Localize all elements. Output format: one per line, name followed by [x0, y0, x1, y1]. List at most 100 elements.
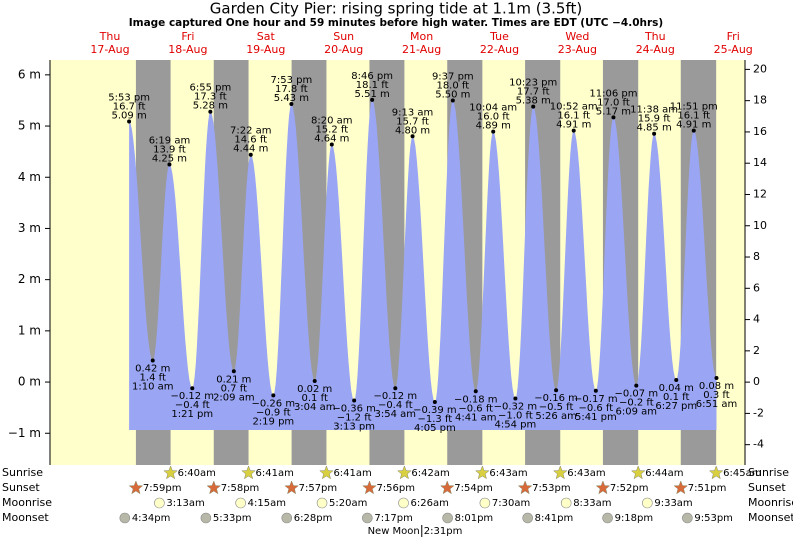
sun-icon: [128, 480, 144, 495]
tide-label: 4.25 m: [152, 153, 187, 164]
moon-icon: [398, 497, 409, 509]
y2-tick-label: -4: [753, 438, 764, 451]
row-label-right: Sunrise: [748, 466, 789, 479]
y-tick-label: −1 m: [8, 426, 41, 440]
tide-label: 5.09 m: [112, 110, 147, 121]
tide-label: 6:27 pm: [655, 401, 697, 412]
new-moon-label: New Moon: [368, 526, 420, 537]
tide-label: −1.0 ft: [498, 410, 533, 421]
y2-tick-label: 20: [753, 62, 767, 75]
moonrise-time: 5:20am: [329, 498, 367, 509]
tide-label: 0.1 ft: [663, 392, 689, 403]
moon-icon: [522, 512, 533, 524]
sunrise-time: 6:43am: [489, 468, 527, 479]
sunset-time: 7:51pm: [688, 483, 727, 494]
tide-point: [393, 386, 398, 391]
sunrise-time: 6:43am: [567, 468, 605, 479]
tide-label: 4:05 pm: [414, 423, 456, 434]
day-weekday: Thu: [99, 30, 121, 43]
moon-icon: [281, 512, 293, 524]
sun-icon: [241, 465, 256, 480]
tide-label: 16.1 ft: [677, 111, 710, 122]
sunset-time: 7:52pm: [610, 483, 649, 494]
sun-icon: [673, 480, 689, 495]
tide-point: [190, 386, 195, 391]
tide-point: [652, 131, 657, 136]
y2-tick-label: 10: [753, 219, 767, 232]
y-tick-label: 5 m: [18, 119, 41, 133]
sun-icon: [439, 480, 455, 495]
tide-label: 0.08 m: [699, 381, 734, 392]
y2-tick-label: 12: [753, 187, 767, 200]
tide-point: [248, 152, 253, 157]
tide-curve: [129, 99, 717, 431]
moonset-time: 6:28pm: [294, 513, 333, 524]
tide-label: 7:53 pm: [271, 75, 313, 86]
tide-point: [611, 115, 616, 120]
row-label-left: Moonset: [2, 511, 49, 524]
sun-icon: [595, 480, 611, 495]
tide-point: [593, 388, 598, 393]
y-tick-label: 3 m: [18, 221, 41, 235]
y2-tick-label: -2: [753, 406, 764, 419]
sunrise-time: 6:41am: [333, 468, 371, 479]
day-date: 17-Aug: [90, 43, 129, 56]
tide-label: 5.38 m: [516, 96, 551, 107]
day-weekday: Wed: [565, 30, 589, 43]
tide-label: 7:22 am: [230, 126, 272, 137]
sunrise-time: 6:40am: [178, 468, 216, 479]
tide-label: 10:04 am: [469, 103, 517, 114]
tide-point: [571, 128, 576, 133]
moonset-time: 8:41pm: [535, 513, 574, 524]
tide-label: 14.6 ft: [234, 135, 267, 146]
y2-tick-label: 4: [753, 313, 760, 326]
tide-label: −0.2 ft: [619, 398, 654, 409]
tide-label: −0.07 m: [615, 389, 659, 400]
tide-label: 5.17 m: [596, 106, 631, 117]
tide-point: [208, 109, 213, 114]
tide-label: 5.51 m: [355, 89, 390, 100]
day-date: 18-Aug: [168, 43, 207, 56]
y2-tick-label: 0: [753, 375, 760, 388]
tide-point: [271, 393, 276, 398]
tide-label: 4.80 m: [395, 125, 430, 136]
tide-label: 5:26 am: [535, 411, 577, 422]
day-date: 24-Aug: [636, 43, 675, 56]
y-tick-label: 1 m: [18, 323, 41, 337]
tide-label: 10:52 am: [550, 102, 598, 113]
tide-point: [410, 134, 415, 139]
moonrise-time: 8:33am: [573, 498, 611, 509]
tide-label: −0.39 m: [413, 405, 457, 416]
moonset-time: 8:01pm: [455, 513, 494, 524]
row-label-right: Moonset: [748, 511, 793, 524]
tide-label: 9:13 am: [392, 107, 434, 118]
tide-label: −0.6 ft: [578, 403, 613, 414]
tide-point: [329, 142, 334, 147]
tide-label: 4.91 m: [556, 120, 591, 131]
y-tick-label: 2 m: [18, 272, 41, 286]
sun-icon: [206, 480, 222, 495]
sun-icon: [552, 465, 568, 480]
moonset-time: 5:33pm: [213, 513, 252, 524]
tide-label: 3:54 am: [375, 409, 417, 420]
tide-label: −0.9 ft: [256, 407, 291, 418]
day-date: 20-Aug: [324, 43, 363, 56]
day-date: 19-Aug: [246, 43, 285, 56]
tide-label: 4:54 pm: [495, 419, 537, 430]
tide-point: [473, 389, 478, 394]
tide-label: 4.64 m: [314, 133, 349, 144]
moonset-time: 9:18pm: [615, 513, 654, 524]
y2-tick-label: 14: [753, 156, 767, 169]
tide-label: 0.21 m: [216, 374, 251, 385]
tide-label: 6:55 pm: [189, 83, 231, 94]
day-weekday: Tue: [489, 30, 509, 43]
tide-point: [634, 383, 639, 388]
tide-label: −1.2 ft: [337, 412, 372, 423]
tide-label: −0.17 m: [574, 394, 618, 405]
tide-label: 15.7 ft: [396, 116, 429, 127]
sun-icon: [630, 465, 646, 480]
tide-point: [491, 129, 496, 134]
sunrise-time: 6:41am: [256, 468, 294, 479]
tide-label: 5.28 m: [193, 101, 228, 112]
